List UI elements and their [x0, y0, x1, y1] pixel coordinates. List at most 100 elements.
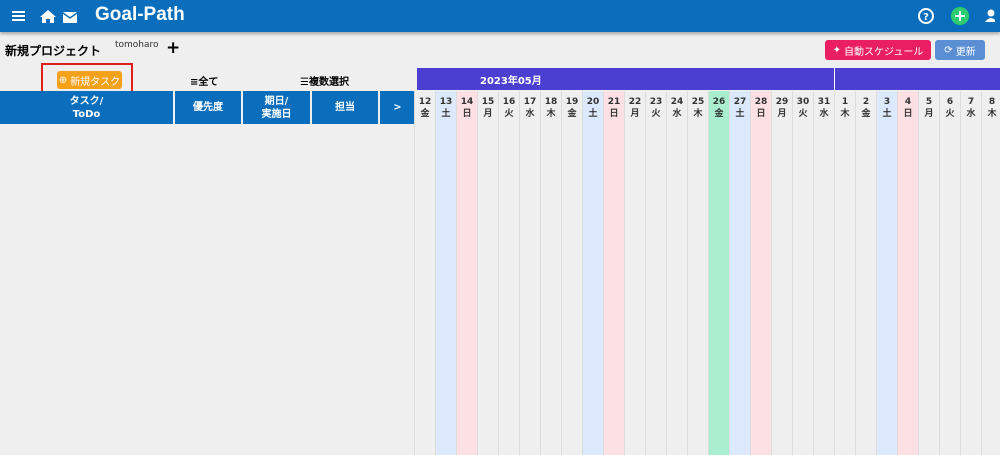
day-weekday: 木: [693, 109, 703, 119]
column-header-text: タスク/: [69, 95, 104, 107]
project-user: tomoharo: [115, 40, 159, 50]
day-date: 8: [988, 97, 996, 107]
column-header: 優先度: [175, 91, 241, 124]
icon: ⟳: [944, 44, 953, 56]
day-weekday: 火: [798, 109, 808, 119]
day-weekday: 土: [588, 109, 598, 119]
day-date: 26: [712, 97, 726, 107]
day-column: 19 金: [561, 91, 582, 455]
day-weekday: 月: [777, 109, 787, 119]
day-weekday: 火: [651, 109, 661, 119]
column-header[interactable]: >: [380, 91, 415, 124]
day-column: 31 水: [813, 91, 834, 455]
day-date: 27: [733, 97, 747, 107]
day-weekday: 火: [945, 109, 955, 119]
day-column: 24 水: [666, 91, 687, 455]
day-weekday: 土: [441, 109, 451, 119]
day-column: 18 木: [540, 91, 561, 455]
day-date: 22: [628, 97, 642, 107]
day-date: 24: [670, 97, 684, 107]
column-header-text: 実施日: [261, 108, 292, 120]
svg-text:?: ?: [923, 12, 929, 23]
day-column: 29 月: [771, 91, 792, 455]
day-column: 23 火: [645, 91, 666, 455]
column-header-text: 担当: [335, 102, 355, 113]
day-weekday: 金: [567, 109, 577, 119]
label: 複数選択: [308, 77, 349, 88]
day-column: 30 火: [792, 91, 813, 455]
icon: ✦: [832, 44, 842, 56]
add-project[interactable]: +: [166, 38, 181, 58]
month-bar: [417, 68, 1000, 90]
day-weekday: 木: [546, 109, 556, 119]
column-header-text: 優先度: [193, 102, 223, 113]
day-date: 28: [754, 97, 768, 107]
day-date: 30: [796, 97, 810, 107]
day-date: 25: [691, 97, 705, 107]
day-date: 29: [775, 97, 789, 107]
new-task-button[interactable]: ⊕ 新規タスク: [57, 71, 122, 89]
day-column: 27 土: [729, 91, 750, 455]
day-date: 14: [460, 97, 474, 107]
day-date: 2: [862, 97, 870, 107]
day-weekday: 月: [630, 109, 640, 119]
day-date: 18: [544, 97, 558, 107]
day-date: 7: [967, 97, 975, 107]
column-header-text: ToDo: [72, 108, 101, 120]
auto-schedule-button[interactable]: ✦ 自動スケジュール: [825, 40, 931, 60]
day-column: 16 火: [498, 91, 519, 455]
day-weekday: 月: [924, 109, 934, 119]
header-bar: [0, 0, 1000, 32]
label: 更新: [955, 46, 976, 58]
day-weekday: 木: [987, 109, 997, 119]
day-date: 3: [883, 97, 891, 107]
column-header: 担当: [312, 91, 378, 124]
project-name: 新規プロジェクト: [5, 44, 102, 58]
day-weekday: 日: [756, 109, 766, 119]
day-column: 12 金: [414, 91, 435, 455]
label: 自動スケジュール: [844, 46, 924, 58]
refresh-button[interactable]: ⟳ 更新: [935, 40, 985, 60]
multi-select-button[interactable]: ☰複数選択: [300, 73, 349, 88]
icon: ☰: [300, 77, 309, 88]
day-weekday: 水: [819, 109, 829, 119]
day-date: 31: [817, 97, 831, 107]
day-weekday: 水: [672, 109, 682, 119]
month-label: 2023年05月: [480, 76, 542, 87]
label: 全て: [198, 77, 219, 88]
day-date: 17: [523, 97, 537, 107]
day-column: 21 日: [603, 91, 624, 455]
day-column: 15 月: [477, 91, 498, 455]
day-weekday: 木: [840, 109, 850, 119]
day-weekday: 土: [882, 109, 892, 119]
day-date: 23: [649, 97, 663, 107]
day-weekday: 金: [420, 109, 430, 119]
day-date: 12: [418, 97, 432, 107]
day-column: 28 日: [750, 91, 771, 455]
day-weekday: 水: [525, 109, 535, 119]
day-date: 19: [565, 97, 579, 107]
icon: ≡: [190, 77, 199, 88]
day-date: 13: [439, 97, 453, 107]
day-column: 26 金: [708, 91, 729, 455]
day-weekday: 日: [609, 109, 619, 119]
day-date: 1: [841, 97, 849, 107]
day-date: 21: [607, 97, 621, 107]
app-title[interactable]: Goal-Path: [95, 4, 185, 25]
label: 新規タスク: [70, 76, 121, 88]
day-date: 16: [502, 97, 516, 107]
day-date: 15: [481, 97, 495, 107]
day-date: 5: [925, 97, 933, 107]
day-column: 14 日: [456, 91, 477, 455]
day-date: 20: [586, 97, 600, 107]
day-date: 4: [904, 97, 912, 107]
header-right-icons[interactable]: ?: [915, 5, 995, 27]
filter-button[interactable]: ≡全て: [190, 73, 218, 88]
